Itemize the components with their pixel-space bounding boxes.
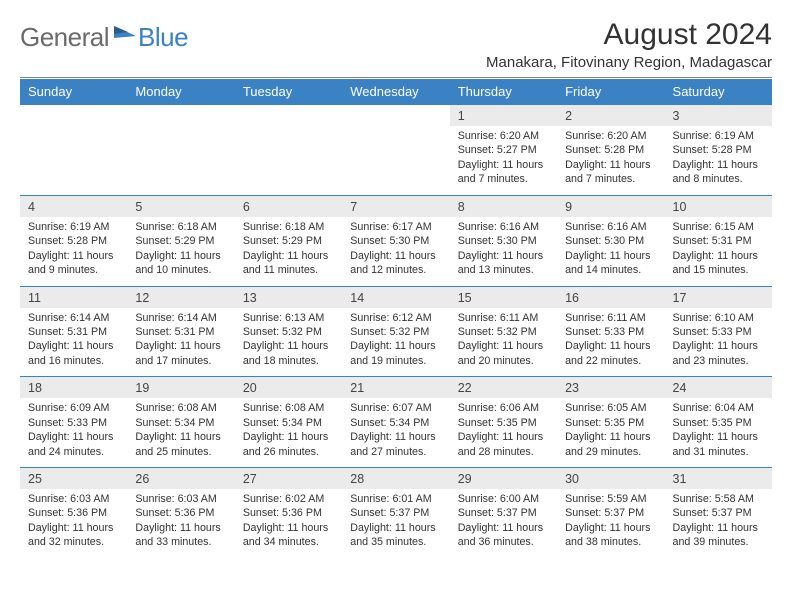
day-details: Sunrise: 6:04 AMSunset: 5:35 PMDaylight:… xyxy=(665,398,772,467)
day-number: 24 xyxy=(665,377,772,399)
day-details: Sunrise: 5:58 AMSunset: 5:37 PMDaylight:… xyxy=(665,489,772,558)
day-details: Sunrise: 5:59 AMSunset: 5:37 PMDaylight:… xyxy=(557,489,664,558)
logo-text-gray: General xyxy=(20,22,109,53)
weekday-header: Saturday xyxy=(665,79,772,105)
day-number: 2 xyxy=(557,105,664,127)
day-details: Sunrise: 6:15 AMSunset: 5:31 PMDaylight:… xyxy=(665,217,772,286)
month-title: August 2024 xyxy=(486,18,772,52)
day-details: Sunrise: 6:03 AMSunset: 5:36 PMDaylight:… xyxy=(127,489,234,558)
location: Manakara, Fitovinany Region, Madagascar xyxy=(486,54,772,71)
day-details: Sunrise: 6:06 AMSunset: 5:35 PMDaylight:… xyxy=(450,398,557,467)
day-number: 14 xyxy=(342,286,449,308)
day-number: 26 xyxy=(127,468,234,490)
day-details: Sunrise: 6:08 AMSunset: 5:34 PMDaylight:… xyxy=(235,398,342,467)
day-number xyxy=(20,105,127,127)
day-number: 25 xyxy=(20,468,127,490)
day-details: Sunrise: 6:16 AMSunset: 5:30 PMDaylight:… xyxy=(557,217,664,286)
day-number: 6 xyxy=(235,195,342,217)
weekday-header: Wednesday xyxy=(342,79,449,105)
day-number: 22 xyxy=(450,377,557,399)
day-details: Sunrise: 6:16 AMSunset: 5:30 PMDaylight:… xyxy=(450,217,557,286)
title-block: August 2024 Manakara, Fitovinany Region,… xyxy=(486,18,772,71)
details-row: Sunrise: 6:14 AMSunset: 5:31 PMDaylight:… xyxy=(20,308,772,377)
day-number: 13 xyxy=(235,286,342,308)
daynum-row: 45678910 xyxy=(20,195,772,217)
day-number: 8 xyxy=(450,195,557,217)
day-number: 7 xyxy=(342,195,449,217)
day-details: Sunrise: 6:08 AMSunset: 5:34 PMDaylight:… xyxy=(127,398,234,467)
day-number: 31 xyxy=(665,468,772,490)
day-details: Sunrise: 6:13 AMSunset: 5:32 PMDaylight:… xyxy=(235,308,342,377)
day-number: 18 xyxy=(20,377,127,399)
logo-flag-icon xyxy=(114,26,136,47)
day-number xyxy=(127,105,234,127)
day-details: Sunrise: 6:12 AMSunset: 5:32 PMDaylight:… xyxy=(342,308,449,377)
details-row: Sunrise: 6:20 AMSunset: 5:27 PMDaylight:… xyxy=(20,126,772,195)
day-details: Sunrise: 6:20 AMSunset: 5:27 PMDaylight:… xyxy=(450,126,557,195)
day-details: Sunrise: 6:00 AMSunset: 5:37 PMDaylight:… xyxy=(450,489,557,558)
day-details: Sunrise: 6:11 AMSunset: 5:33 PMDaylight:… xyxy=(557,308,664,377)
day-details: Sunrise: 6:03 AMSunset: 5:36 PMDaylight:… xyxy=(20,489,127,558)
header-rule xyxy=(20,77,772,78)
day-details xyxy=(342,126,449,195)
day-number xyxy=(235,105,342,127)
day-number: 15 xyxy=(450,286,557,308)
day-number: 10 xyxy=(665,195,772,217)
day-details: Sunrise: 6:14 AMSunset: 5:31 PMDaylight:… xyxy=(127,308,234,377)
daynum-row: 18192021222324 xyxy=(20,377,772,399)
weekday-header: Thursday xyxy=(450,79,557,105)
day-details: Sunrise: 6:07 AMSunset: 5:34 PMDaylight:… xyxy=(342,398,449,467)
logo-text-blue: Blue xyxy=(138,22,188,53)
day-details: Sunrise: 6:10 AMSunset: 5:33 PMDaylight:… xyxy=(665,308,772,377)
calendar-body: 123Sunrise: 6:20 AMSunset: 5:27 PMDaylig… xyxy=(20,105,772,558)
day-details: Sunrise: 6:18 AMSunset: 5:29 PMDaylight:… xyxy=(127,217,234,286)
daynum-row: 123 xyxy=(20,105,772,127)
day-details: Sunrise: 6:17 AMSunset: 5:30 PMDaylight:… xyxy=(342,217,449,286)
weekday-header: Tuesday xyxy=(235,79,342,105)
day-details: Sunrise: 6:14 AMSunset: 5:31 PMDaylight:… xyxy=(20,308,127,377)
day-number: 12 xyxy=(127,286,234,308)
daynum-row: 25262728293031 xyxy=(20,468,772,490)
day-number: 23 xyxy=(557,377,664,399)
day-number: 9 xyxy=(557,195,664,217)
day-details: Sunrise: 6:11 AMSunset: 5:32 PMDaylight:… xyxy=(450,308,557,377)
day-details: Sunrise: 6:20 AMSunset: 5:28 PMDaylight:… xyxy=(557,126,664,195)
day-number: 29 xyxy=(450,468,557,490)
weekday-header: Monday xyxy=(127,79,234,105)
day-details: Sunrise: 6:01 AMSunset: 5:37 PMDaylight:… xyxy=(342,489,449,558)
details-row: Sunrise: 6:03 AMSunset: 5:36 PMDaylight:… xyxy=(20,489,772,558)
day-number: 3 xyxy=(665,105,772,127)
day-number xyxy=(342,105,449,127)
day-number: 21 xyxy=(342,377,449,399)
day-details: Sunrise: 6:05 AMSunset: 5:35 PMDaylight:… xyxy=(557,398,664,467)
calendar-table: Sunday Monday Tuesday Wednesday Thursday… xyxy=(20,79,772,558)
day-details xyxy=(20,126,127,195)
day-details: Sunrise: 6:02 AMSunset: 5:36 PMDaylight:… xyxy=(235,489,342,558)
day-number: 28 xyxy=(342,468,449,490)
logo: General Blue xyxy=(20,22,188,53)
day-number: 19 xyxy=(127,377,234,399)
day-details xyxy=(127,126,234,195)
day-number: 1 xyxy=(450,105,557,127)
weekday-header: Sunday xyxy=(20,79,127,105)
weekday-header: Friday xyxy=(557,79,664,105)
header: General Blue August 2024 Manakara, Fitov… xyxy=(20,18,772,71)
day-details: Sunrise: 6:09 AMSunset: 5:33 PMDaylight:… xyxy=(20,398,127,467)
day-number: 17 xyxy=(665,286,772,308)
day-number: 20 xyxy=(235,377,342,399)
day-details xyxy=(235,126,342,195)
details-row: Sunrise: 6:19 AMSunset: 5:28 PMDaylight:… xyxy=(20,217,772,286)
weekday-header-row: Sunday Monday Tuesday Wednesday Thursday… xyxy=(20,79,772,105)
day-number: 4 xyxy=(20,195,127,217)
day-number: 16 xyxy=(557,286,664,308)
day-number: 11 xyxy=(20,286,127,308)
day-number: 27 xyxy=(235,468,342,490)
day-number: 5 xyxy=(127,195,234,217)
day-number: 30 xyxy=(557,468,664,490)
day-details: Sunrise: 6:19 AMSunset: 5:28 PMDaylight:… xyxy=(665,126,772,195)
day-details: Sunrise: 6:18 AMSunset: 5:29 PMDaylight:… xyxy=(235,217,342,286)
day-details: Sunrise: 6:19 AMSunset: 5:28 PMDaylight:… xyxy=(20,217,127,286)
details-row: Sunrise: 6:09 AMSunset: 5:33 PMDaylight:… xyxy=(20,398,772,467)
daynum-row: 11121314151617 xyxy=(20,286,772,308)
